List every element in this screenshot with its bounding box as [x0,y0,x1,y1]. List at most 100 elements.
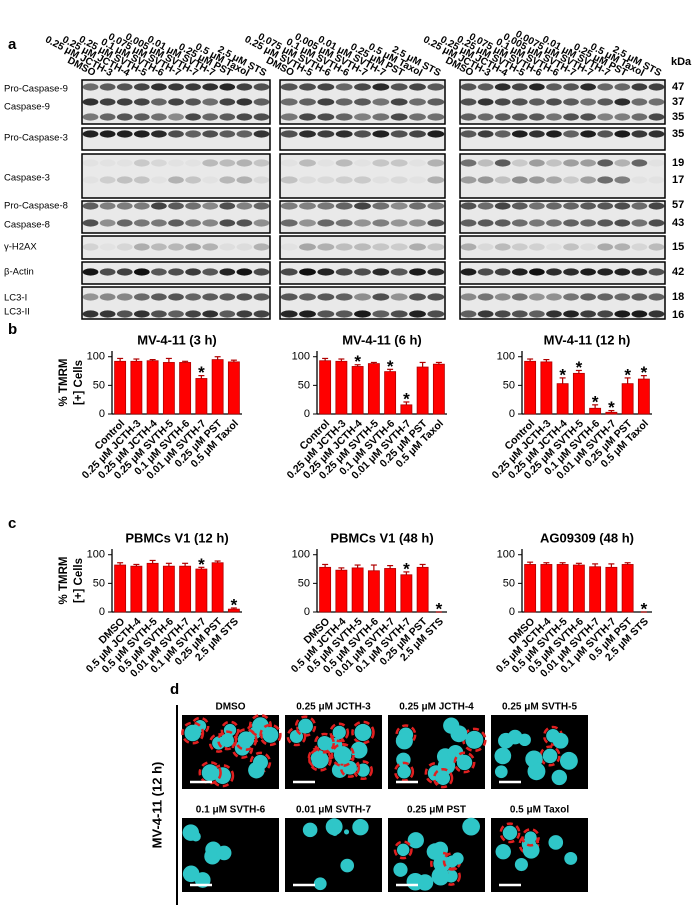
image-label: 0.25 μM JCTH-4 [399,702,474,713]
bar [367,363,380,415]
bar [162,362,175,415]
blot-band [82,243,99,251]
blot-band [99,202,116,210]
blot-band [409,202,426,210]
blot-strip [459,127,666,151]
mito-stain [393,761,415,782]
blot-band [631,98,648,106]
blot-band [409,130,426,138]
bar [179,565,192,613]
blot-band [202,219,219,227]
kda-label: 19 [672,157,684,169]
mito-stain [181,721,205,745]
blot-band [511,202,528,210]
blot-band [597,219,614,227]
blot-band [511,83,528,91]
blot-band [597,159,614,167]
blot-band [460,268,477,276]
image-label: 0.25 μM PST [407,805,466,816]
blot-band [354,98,371,106]
nucleus [354,723,372,741]
significance-mark: * [198,555,205,574]
blot-band [460,113,477,121]
bar [540,361,553,415]
blot-band [335,98,353,106]
mito-stain [353,760,373,781]
chart-title: PBMCs V1 (48 h) [330,530,433,545]
bar [319,566,332,613]
blot-band [631,243,648,251]
bar [211,359,224,415]
blot-band [546,176,562,184]
blot-band [117,159,133,166]
blot-band [202,202,219,210]
blot-band [253,98,270,106]
y-tick-label: 100 [87,549,105,561]
protein-label: LC3-II [4,307,30,318]
protein-label: β-Actin [4,267,34,278]
blot-band [427,159,445,167]
blot-strip [459,235,666,260]
blot-band [280,130,298,138]
blot-band [168,219,184,227]
protein-label: Caspase-3 [4,173,50,184]
nucleus [431,867,450,885]
blot-band [390,293,408,301]
bar [319,360,332,415]
blot-band [529,176,545,184]
blot-band [253,243,270,251]
blot-band [477,293,494,301]
blot-band [529,268,545,276]
blot-band [614,130,631,138]
blot-band [409,83,426,91]
blot-band [335,268,353,276]
blot-band [372,176,390,184]
blot-band [494,243,511,251]
significance-mark: * [576,358,583,377]
blot-band [280,83,298,91]
blot-band [494,83,511,91]
blot-band [580,268,596,276]
blot-band [494,268,511,276]
blot-band [219,268,236,276]
y-tick-label: 0 [304,408,310,420]
bar [621,383,634,415]
significance-mark: * [436,599,443,618]
blot-band [335,219,353,227]
blot-band [82,83,99,91]
blot-band [185,98,201,106]
nucleus [406,872,425,891]
blot-band [335,83,353,91]
blot-band [202,176,218,183]
protein-label: Caspase-9 [4,102,50,113]
blot-band [427,176,445,184]
blot-band [354,219,371,227]
blot-band [409,159,426,166]
blot-band [317,176,335,184]
blot-band [597,310,614,318]
bar [621,564,634,613]
blot-band [317,243,335,251]
blot-band [236,176,253,184]
blot-band [219,113,236,121]
blot-band [563,159,579,167]
blot-band [185,159,201,166]
blot-band [133,176,150,184]
blot-band [563,219,579,227]
blot-band [529,83,545,91]
blot-band [460,202,477,210]
blot-band [494,293,511,301]
chart-title: AG09309 (48 h) [540,530,634,545]
nucleus [340,858,355,873]
blot-band [597,268,614,276]
blot-band [427,202,445,210]
blot-band [219,130,236,138]
bar [351,567,364,613]
nucleus [396,843,410,857]
blot-band [335,310,353,318]
blot-band [494,219,511,227]
blot-band [648,310,665,318]
blot-band [335,159,353,167]
blot-band [372,219,390,227]
blot-band [133,98,150,106]
